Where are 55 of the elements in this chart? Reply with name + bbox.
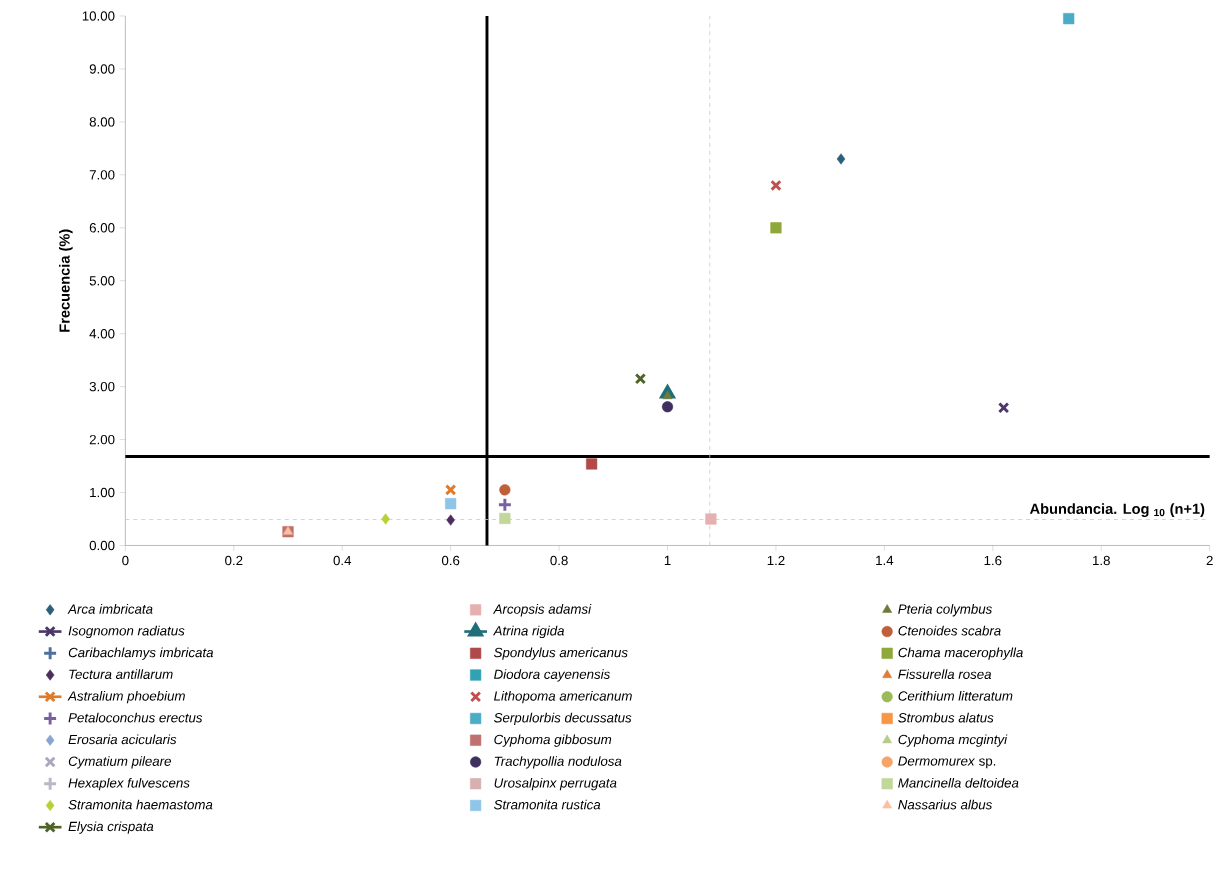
legend-label: Trachypollia nodulosa [494, 756, 622, 769]
x-tick-label: 2 [1206, 555, 1213, 566]
legend-label: Stramonita rustica [493, 799, 601, 810]
x-tick-label: 1.6 [984, 555, 1002, 566]
legend-label: Atrina rigida [492, 625, 565, 639]
legend-label: Mancinella deltoidea [898, 777, 1019, 788]
legend-label: Fissurella rosea [898, 669, 992, 680]
legend-label: Nassarius albus [898, 799, 993, 810]
legend-label: Petaloconchus erectus [68, 712, 203, 723]
y-tick-label: 8.00 [89, 117, 115, 127]
x-tick-label: 0 [122, 555, 129, 566]
legend-label: Spondylus americanus [493, 647, 628, 660]
y-tick-label: 2.00 [89, 434, 115, 445]
legend-label: Pteria colymbus [898, 604, 993, 617]
legend-label: Caribachlamys imbricata [68, 647, 214, 660]
x-tick-label: 1.4 [876, 555, 894, 566]
legend-label: Erosaria acicularis [68, 734, 177, 745]
legend-label: Lithopoma americanum [494, 691, 632, 704]
legend-label: Elysia crispata [68, 821, 154, 834]
legend-label: Astralium phoebium [67, 691, 185, 704]
x-tick-label: 0.2 [225, 555, 243, 566]
y-tick-label: 9.00 [89, 64, 115, 74]
legend-label: Cerithium litteratum [898, 691, 1013, 701]
legend-label: Tectura antillarum [69, 669, 173, 680]
x-tick-label: 0.6 [441, 555, 460, 566]
y-tick-label: 7.00 [89, 170, 115, 180]
y-tick-label: 5.00 [89, 276, 115, 286]
legend-label: Isognomon radiatus [68, 625, 185, 639]
y-tick-label: 6.00 [89, 223, 115, 233]
y-tick-label: 4.00 [89, 329, 115, 339]
y-tick-label: 3.00 [89, 381, 115, 392]
legend-label: Stramonita haemastoma [68, 799, 213, 810]
x-tick-label: 0.4 [333, 555, 352, 566]
legend-label: Serpulorbis decussatus [493, 712, 632, 726]
x-tick-label: 1.8 [1093, 555, 1110, 566]
y-axis-title: Frecuencia (%) [59, 229, 73, 332]
legend-label: Strombus alatus [898, 712, 994, 723]
x-tick-label: 1 [664, 555, 671, 566]
legend-label: Ctenoides scabra [898, 625, 1001, 636]
legend-label: Cymatium pileare [68, 756, 171, 769]
legend-label: Arcopsis adamsi [492, 604, 592, 617]
legend-label: Dermomurex sp. [898, 756, 996, 769]
legend-label: Cyphoma gibbosum [494, 734, 612, 747]
x-tick-label: 1.2 [767, 555, 785, 566]
legend-label: Urosalpinx perrugata [494, 777, 617, 791]
x-axis-title: Abundancia. Log $_{10}$ (n+1) [1029, 503, 1205, 518]
y-tick-label: 0.00 [89, 540, 115, 551]
y-tick-label: 1.00 [90, 487, 115, 498]
legend-label: Diodora cayenensis [494, 669, 611, 682]
legend-label: Arca imbricata [67, 604, 153, 614]
legend-label: Hexaplex fulvescens [68, 777, 190, 791]
legend-label: Chama macerophylla [898, 647, 1023, 660]
x-tick-label: 0.8 [550, 555, 568, 566]
legend-label: Cyphoma mcgintyi [898, 734, 1008, 747]
y-tick-label: 10.00 [82, 11, 115, 21]
